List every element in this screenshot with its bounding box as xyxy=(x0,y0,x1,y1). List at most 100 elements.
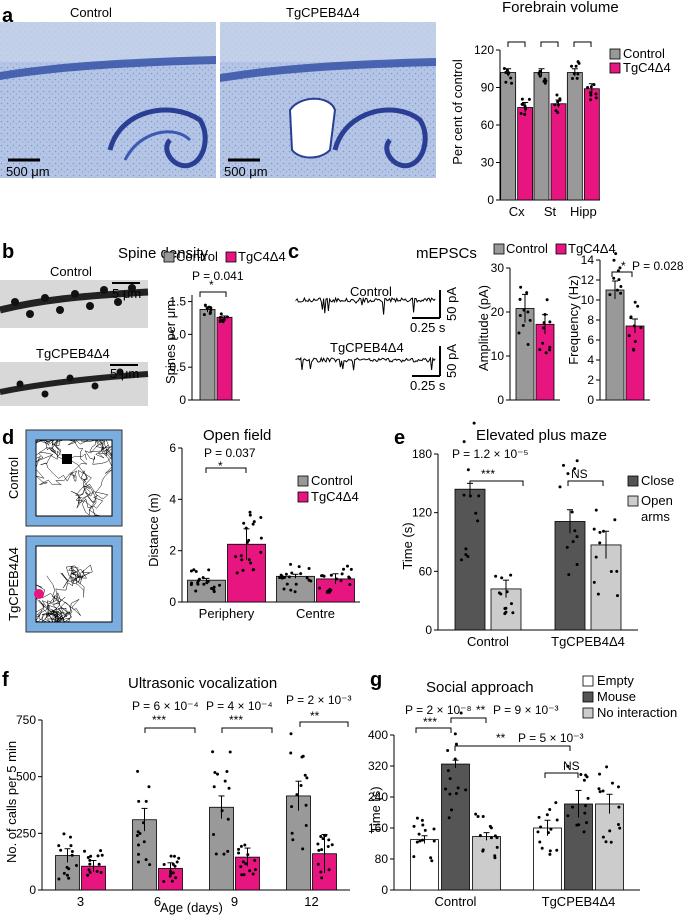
bar-mouse-0 xyxy=(441,763,470,891)
bar-control-2 xyxy=(209,806,234,891)
data-point xyxy=(614,252,618,256)
data-point xyxy=(601,835,605,839)
histology-tg-image xyxy=(220,22,436,178)
legend-label-control: Control xyxy=(176,249,218,264)
x-tick-label: St xyxy=(544,204,557,219)
data-point xyxy=(489,826,493,830)
significance-bracket xyxy=(415,727,452,733)
chart-c-freq-ylabel: Frequency (Hz) xyxy=(566,275,581,365)
data-point xyxy=(555,93,559,97)
data-point xyxy=(316,842,320,846)
data-point xyxy=(289,751,293,755)
data-point xyxy=(548,849,552,853)
data-point xyxy=(339,579,343,583)
data-point xyxy=(454,791,458,795)
data-point xyxy=(137,799,141,803)
data-point xyxy=(586,86,590,90)
data-point xyxy=(62,832,66,836)
chart-a-title: Forebrain volume xyxy=(502,0,619,16)
data-point xyxy=(504,610,508,614)
data-point xyxy=(616,785,620,789)
legend-label-tg: TgC4Δ4 xyxy=(568,241,616,256)
y-tick-label: 750 xyxy=(16,713,36,727)
data-point xyxy=(459,711,463,715)
data-point xyxy=(548,808,552,812)
data-point xyxy=(573,529,577,533)
chart-g-pvalue-3: P = 5 × 10⁻³ xyxy=(518,731,584,745)
data-point xyxy=(432,839,436,843)
data-point xyxy=(57,877,61,881)
data-point xyxy=(100,853,104,857)
y-tick-label: 0 xyxy=(381,883,388,897)
significance-bracket xyxy=(540,41,559,47)
y-tick-label: 0 xyxy=(29,883,36,897)
data-point xyxy=(293,590,297,594)
y-tick-label: 500 xyxy=(16,770,36,784)
data-point xyxy=(342,567,346,571)
data-point xyxy=(481,849,485,853)
data-point xyxy=(287,575,291,579)
data-point xyxy=(527,97,531,101)
data-point xyxy=(226,817,230,821)
y-tick-label: 12 xyxy=(581,273,595,287)
data-point xyxy=(518,297,522,301)
x-tick-label: Cx xyxy=(509,204,525,219)
data-point xyxy=(570,510,574,514)
data-point xyxy=(290,805,294,809)
data-point xyxy=(417,832,421,836)
data-point xyxy=(88,870,92,874)
legend-label-control: Control xyxy=(623,46,665,61)
bar-empty-1 xyxy=(533,827,562,891)
data-point xyxy=(59,848,63,852)
data-point xyxy=(62,871,66,875)
chart-a-legend: Control TgC4Δ4 xyxy=(609,46,671,75)
data-point xyxy=(575,459,579,463)
data-point xyxy=(523,113,527,117)
data-point xyxy=(294,582,298,586)
data-point xyxy=(548,345,552,349)
data-point xyxy=(494,574,498,578)
significance-bracket xyxy=(450,717,487,723)
y-tick-label: 14 xyxy=(581,253,595,267)
data-point xyxy=(521,323,525,327)
y-tick-label: 0 xyxy=(587,393,594,407)
y-tick-label: 8 xyxy=(587,313,594,327)
data-point xyxy=(295,793,299,797)
x-tick-label: 3 xyxy=(77,894,84,909)
data-point xyxy=(619,285,623,289)
chart-f-pvalue-9: P = 4 × 10⁻⁴ xyxy=(206,699,273,713)
data-point xyxy=(305,576,309,580)
data-point xyxy=(252,520,256,524)
data-point xyxy=(499,592,503,596)
significance-bracket xyxy=(573,41,592,47)
data-point xyxy=(572,72,576,76)
data-point xyxy=(594,508,598,512)
data-point xyxy=(190,581,194,585)
data-point xyxy=(589,98,593,102)
x-tick-label: TgCPEB4Δ4 xyxy=(542,894,616,909)
data-point xyxy=(299,572,303,576)
significance-bracket xyxy=(507,41,526,47)
dendrite-control-label: Control xyxy=(50,264,92,279)
y-tick-label: 90 xyxy=(481,81,495,95)
y-tick-label: 6 xyxy=(587,333,594,347)
data-point xyxy=(566,814,570,818)
data-point xyxy=(468,494,472,498)
y-tick-label: 30 xyxy=(491,261,505,275)
data-point xyxy=(282,587,286,591)
x-tick-label: 12 xyxy=(304,894,318,909)
bar-control-1 xyxy=(533,72,550,201)
data-point xyxy=(278,576,282,580)
chart-b-legend: Control TgC4Δ4 xyxy=(163,249,286,264)
chart-g-pvalue-2: P = 9 × 10⁻³ xyxy=(493,703,559,717)
data-point xyxy=(291,838,295,842)
data-point xyxy=(520,97,524,101)
data-point xyxy=(248,513,252,517)
data-point xyxy=(330,843,334,847)
data-point xyxy=(555,818,559,822)
data-point xyxy=(430,859,434,863)
data-point xyxy=(495,845,499,849)
data-point xyxy=(170,879,174,883)
data-point xyxy=(629,315,633,319)
legend-label-tg: TgC4Δ4 xyxy=(623,60,671,75)
